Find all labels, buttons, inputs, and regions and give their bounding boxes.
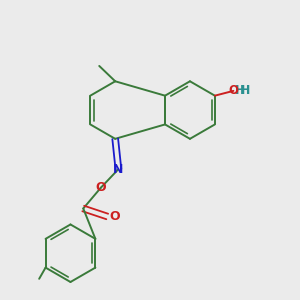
Text: O: O [95, 181, 106, 194]
Text: H: H [235, 84, 246, 98]
Text: H: H [239, 84, 250, 97]
Text: N: N [113, 163, 124, 176]
Text: O: O [228, 84, 239, 98]
Text: O: O [109, 210, 120, 223]
